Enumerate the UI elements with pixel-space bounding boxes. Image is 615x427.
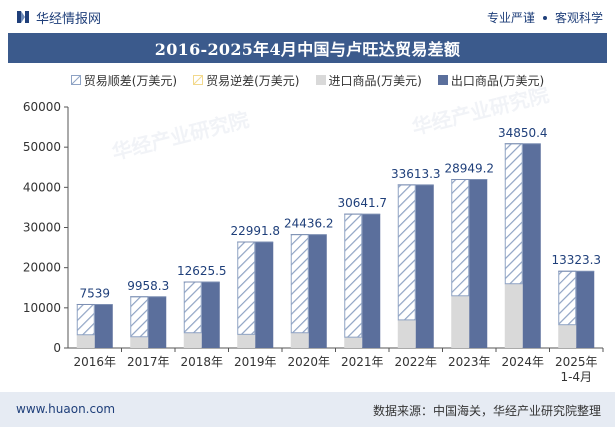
bar-chart: 0 10000 20000 30000 40000 50000 60000 7539 2016年… <box>23 100 604 384</box>
export-bar <box>415 184 434 348</box>
data-label: 7539 <box>79 286 110 300</box>
surplus-bar <box>183 281 202 334</box>
import-bar <box>558 324 577 348</box>
x-tick-label: 2016年 <box>73 355 116 369</box>
legend-item-deficit[interactable]: 贸易逆差(万美元) <box>193 70 300 90</box>
footer: www.huaon.com 数据来源：中国海关，华经产业研究院整理 <box>0 392 615 427</box>
export-bar <box>94 304 113 348</box>
export-bar <box>576 271 595 348</box>
import-bar <box>130 336 149 348</box>
legend-item-import[interactable]: 进口商品(万美元) <box>315 70 422 90</box>
import-bar <box>76 334 95 348</box>
data-label: 28949.2 <box>444 162 494 176</box>
legend-label-surplus: 贸易顺差(万美元) <box>83 73 178 88</box>
y-tick-label: 0 <box>53 341 61 355</box>
x-tick-label: 2018年 <box>180 355 223 369</box>
export-bar <box>255 241 274 348</box>
data-label: 30641.7 <box>337 196 387 210</box>
data-label: 22991.8 <box>230 224 280 238</box>
y-tick-label: 20000 <box>23 261 61 275</box>
legend-swatch-surplus <box>70 75 81 85</box>
x-tick-label: 2023年 <box>448 355 491 369</box>
y-tick-label: 30000 <box>23 221 61 235</box>
tagline-left: 专业严谨 <box>486 11 535 25</box>
x-tick-label: 2017年 <box>127 355 170 369</box>
brand-logo-icon <box>17 11 29 23</box>
x-tick-label: 2025年 <box>555 355 598 369</box>
legend-item-export[interactable]: 出口商品(万美元) <box>437 70 545 90</box>
data-label: 33613.3 <box>391 167 441 181</box>
y-tick-label: 50000 <box>23 140 61 154</box>
surplus-bar <box>130 296 149 338</box>
export-bar <box>308 234 327 348</box>
brand[interactable]: 华经情报网 <box>16 8 102 27</box>
footer-website-link[interactable]: www.huaon.com <box>16 402 116 416</box>
legend-label-deficit: 贸易逆差(万美元) <box>206 73 300 88</box>
chart-legend: 贸易顺差(万美元) 贸易逆差(万美元) 进口商品(万美元) 出口商品(万美元) <box>0 70 615 90</box>
data-label: 12625.5 <box>177 264 227 278</box>
x-tick-label: 2021年 <box>341 355 384 369</box>
surplus-bar <box>558 270 577 326</box>
tagline-separator <box>542 15 547 20</box>
tagline: 专业严谨 客观科学 <box>487 9 603 26</box>
legend-label-export: 出口商品(万美元) <box>450 73 545 88</box>
import-bar <box>237 334 256 348</box>
data-label: 13323.3 <box>551 253 601 267</box>
surplus-bar <box>504 143 523 285</box>
legend-swatch-import <box>315 75 326 85</box>
data-label: 9958.3 <box>127 279 169 293</box>
export-bar <box>201 282 220 348</box>
legend-item-surplus[interactable]: 贸易顺差(万美元) <box>70 70 178 90</box>
x-tick-label: 1-4月 <box>560 370 592 384</box>
y-tick-label: 40000 <box>23 180 61 194</box>
surplus-bar <box>397 184 416 321</box>
footer-source: 数据来源：中国海关，华经产业研究院整理 <box>372 404 601 418</box>
chart-title: 2016-2025年4月中国与卢旺达贸易差额 <box>154 40 461 59</box>
x-tick-label: 2019年 <box>234 355 277 369</box>
tagline-right: 客观科学 <box>554 11 603 25</box>
title-bar: 2016-2025年4月中国与卢旺达贸易差额 <box>8 33 607 63</box>
export-bar <box>148 296 167 348</box>
surplus-bar <box>237 241 256 335</box>
import-bar <box>344 337 363 348</box>
legend-swatch-deficit <box>193 75 204 85</box>
import-bar <box>504 283 523 348</box>
import-bar <box>451 295 470 348</box>
legend-label-import: 进口商品(万美元) <box>328 73 422 88</box>
x-tick-label: 2020年 <box>287 355 330 369</box>
export-bar <box>362 214 381 348</box>
import-bar <box>397 319 416 348</box>
y-tick-label: 10000 <box>23 301 61 315</box>
data-label: 24436.2 <box>284 217 334 231</box>
surplus-bar <box>290 234 309 334</box>
surplus-bar <box>76 303 95 336</box>
legend-swatch-export <box>437 75 448 85</box>
data-label: 34850.4 <box>498 126 548 140</box>
import-bar <box>290 332 309 348</box>
x-tick-label: 2022年 <box>394 355 437 369</box>
y-tick-label: 60000 <box>23 100 61 114</box>
top-bar: 华经情报网 专业严谨 客观科学 <box>0 0 615 32</box>
brand-name: 华经情报网 <box>36 11 102 27</box>
surplus-bar <box>451 179 470 297</box>
export-bar <box>522 143 541 348</box>
x-tick-label: 2024年 <box>501 355 544 369</box>
import-bar <box>183 332 202 348</box>
export-bar <box>469 179 488 348</box>
surplus-bar <box>344 213 363 338</box>
